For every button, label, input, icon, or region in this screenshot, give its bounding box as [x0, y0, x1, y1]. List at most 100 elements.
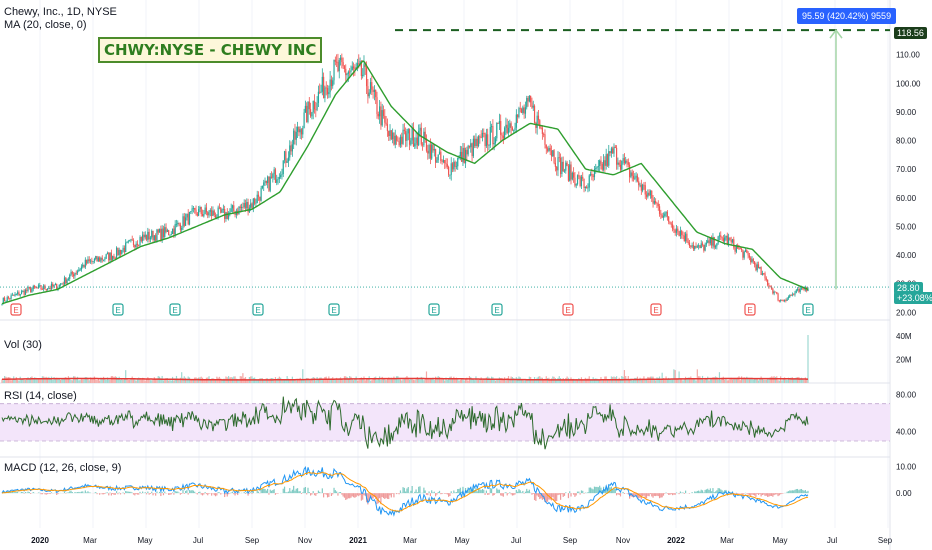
macd-histogram-bar	[311, 493, 313, 495]
macd-histogram-bar	[643, 493, 645, 496]
candle-body	[511, 127, 514, 131]
volume-bar	[177, 378, 179, 383]
volume-bar	[638, 379, 640, 383]
volume-bar	[306, 377, 308, 383]
macd-histogram-bar	[373, 493, 376, 498]
candle-body	[651, 190, 653, 199]
macd-histogram-bar	[345, 493, 347, 500]
volume-bar	[385, 380, 387, 383]
macd-histogram-bar	[287, 491, 290, 494]
candle-body	[321, 76, 323, 92]
volume-bar	[664, 379, 666, 383]
volume-bar	[2, 380, 4, 383]
macd-histogram-bar	[768, 493, 770, 497]
volume-bar	[122, 379, 124, 383]
volume-bar	[608, 379, 610, 383]
candle-body	[191, 208, 193, 212]
candle-body	[338, 60, 340, 72]
candle-body	[415, 137, 417, 144]
macd-histogram-bar	[321, 488, 323, 494]
macd-histogram-bar	[27, 491, 29, 494]
macd-histogram-bar	[427, 493, 429, 496]
volume-bar	[256, 379, 258, 383]
volume-bar	[773, 376, 775, 383]
macd-histogram-bar	[13, 492, 15, 494]
macd-histogram-bar	[101, 493, 103, 495]
candle-body	[787, 297, 790, 299]
volume-bar	[494, 380, 497, 383]
candle-body	[123, 247, 125, 253]
candle-body	[750, 257, 752, 263]
candle-body	[588, 175, 590, 188]
candle-body	[325, 87, 327, 89]
volume-bar	[350, 376, 352, 383]
macd-histogram-bar	[375, 493, 377, 499]
candle-body	[613, 146, 615, 154]
candle-body	[328, 92, 330, 95]
volume-bar	[102, 376, 105, 383]
macd-histogram-bar	[338, 492, 340, 494]
macd-histogram-bar	[200, 493, 202, 495]
candle-body	[671, 224, 674, 230]
volume-bar	[653, 378, 655, 383]
candle-body	[70, 271, 72, 276]
candle-body	[524, 107, 527, 114]
candle-body	[151, 230, 153, 238]
candle-body	[32, 285, 34, 290]
candle-body	[126, 242, 128, 244]
candle-body	[533, 105, 536, 123]
candle-body	[62, 283, 64, 285]
candle-body	[518, 108, 520, 118]
macd-histogram-bar	[619, 493, 622, 497]
time-axis-label: Jul	[827, 536, 837, 545]
volume-bar	[761, 377, 764, 383]
candle-body	[187, 213, 189, 225]
volume-bar	[209, 380, 211, 383]
candle-body	[520, 109, 523, 113]
candle-body	[358, 63, 360, 65]
candle-body	[670, 223, 672, 225]
macd-histogram-bar	[674, 493, 676, 495]
macd-histogram-bar	[406, 488, 408, 494]
candle-body	[744, 250, 747, 252]
macd-histogram-bar	[263, 488, 265, 494]
volume-bar	[110, 376, 112, 383]
time-axis-label: Jul	[193, 536, 203, 545]
macd-histogram-bar	[136, 493, 139, 495]
volume-bar	[235, 378, 237, 383]
macd-histogram-bar	[86, 492, 88, 494]
candle-body	[757, 264, 760, 269]
macd-histogram-bar	[436, 493, 438, 495]
macd-histogram-bar	[211, 493, 213, 496]
volume-bar	[309, 380, 312, 383]
candle-body	[330, 79, 333, 87]
candle-body	[526, 97, 528, 108]
candle-body	[431, 144, 433, 159]
volume-bar	[276, 378, 278, 383]
volume-bar	[242, 373, 244, 383]
candle-body	[759, 267, 761, 269]
volume-bar	[153, 377, 155, 383]
candle-body	[402, 129, 404, 144]
candle-body	[274, 169, 277, 183]
macd-histogram-bar	[115, 491, 118, 494]
macd-histogram-bar	[696, 490, 698, 494]
volume-bar	[257, 379, 260, 383]
candle-body	[294, 130, 296, 140]
macd-histogram-bar	[714, 491, 717, 494]
volume-bar	[535, 380, 537, 383]
volume-bar	[682, 380, 684, 383]
volume-bar	[800, 377, 803, 383]
candle-body	[239, 206, 241, 209]
volume-bar	[639, 377, 641, 383]
candle-body	[700, 243, 702, 249]
macd-histogram-bar	[414, 491, 416, 494]
macd-histogram-bar	[276, 493, 278, 494]
volume-bar	[367, 378, 369, 383]
macd-histogram-bar	[522, 490, 524, 494]
candle-body	[130, 239, 132, 241]
candle-body	[270, 176, 273, 178]
macd-histogram-bar	[105, 492, 107, 494]
candle-body	[283, 151, 286, 161]
